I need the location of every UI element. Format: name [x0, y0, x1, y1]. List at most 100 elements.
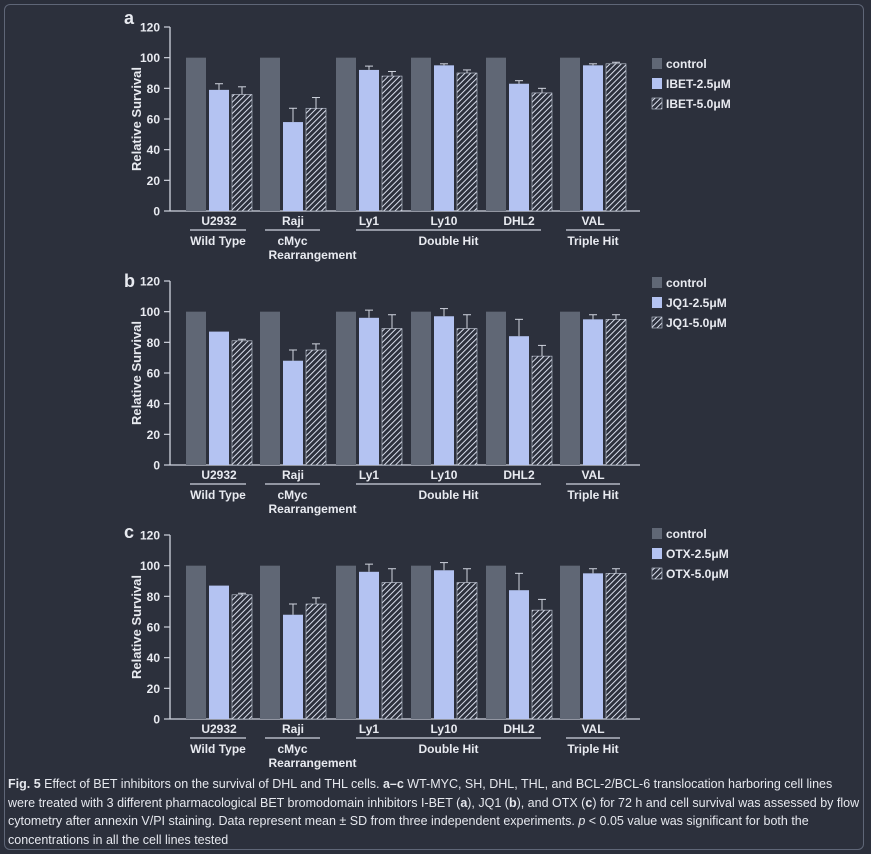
group-label: Rearrangement [268, 248, 356, 262]
y-tick-label: 0 [153, 459, 160, 473]
legend-label: IBET-5.0μM [666, 97, 731, 111]
figure-caption: Fig. 5 Effect of BET inhibitors on the s… [8, 775, 860, 849]
x-tick-label: Ly10 [431, 468, 458, 482]
y-tick-label: 60 [147, 367, 161, 381]
bar-control-DHL2 [486, 57, 506, 211]
bar-control-DHL2 [486, 311, 506, 465]
group-label: Triple Hit [567, 234, 618, 248]
bar-control-Ly10 [411, 57, 431, 211]
bar-OTX-2.5μM-Ly1 [359, 571, 379, 719]
bar-control-U2932 [186, 565, 206, 719]
y-tick-label: 100 [140, 51, 160, 65]
y-tick-label: 40 [147, 651, 161, 665]
y-tick-label: 120 [140, 275, 160, 289]
bar-JQ1-5.0μM-DHL2 [531, 355, 553, 466]
x-tick-label: U2932 [201, 722, 237, 736]
caption-text-2: WT-MYC, SH, DHL, THL, and BCL-2/BCL-6 tr… [8, 777, 833, 810]
group-label: Rearrangement [268, 756, 356, 770]
bar-OTX-2.5μM-Raji [283, 614, 303, 719]
bar-control-Ly1 [336, 311, 356, 465]
y-tick-label: 60 [147, 113, 161, 127]
x-tick-label: Ly1 [359, 722, 380, 736]
bar-JQ1-2.5μM-U2932 [209, 331, 229, 465]
x-tick-label: Ly10 [431, 722, 458, 736]
x-tick-label: DHL2 [503, 214, 535, 228]
bar-IBET-2.5μM-U2932 [209, 89, 229, 211]
group-label: Triple Hit [567, 742, 618, 756]
bar-control-Ly1 [336, 57, 356, 211]
bar-OTX-2.5μM-U2932 [209, 585, 229, 719]
y-axis-label: Relative Survival [129, 67, 144, 171]
x-tick-label: Raji [282, 722, 304, 736]
y-tick-label: 20 [147, 174, 161, 188]
legend-label: IBET-2.5μM [666, 77, 731, 91]
bar-control-VAL [560, 57, 580, 211]
y-tick-label: 120 [140, 21, 160, 35]
bar-JQ1-2.5μM-DHL2 [509, 336, 529, 465]
figure-charts: a 0 20 40 60 80 100 120 Relative Survival U2932 Ra… [124, 8, 731, 770]
y-tick-label: 0 [153, 713, 160, 727]
bar-IBET-5.0μM-Ly10 [456, 72, 478, 212]
y-tick-label: 0 [153, 205, 160, 219]
chart-panel-c: c 0 20 40 60 80 100 120 Relative Survival U2932 Ra… [124, 522, 729, 770]
x-tick-label: U2932 [201, 214, 237, 228]
bar-control-DHL2 [486, 565, 506, 719]
bar-JQ1-2.5μM-Ly1 [359, 317, 379, 465]
group-label: Double Hit [419, 234, 479, 248]
bar-control-VAL [560, 311, 580, 465]
group-label: Wild Type [190, 488, 246, 502]
caption-text-4: ), and OTX ( [516, 795, 586, 810]
legend-swatch [652, 297, 662, 308]
y-tick-label: 80 [147, 336, 161, 350]
group-label: Triple Hit [567, 488, 618, 502]
x-tick-label: Ly1 [359, 468, 380, 482]
group-label: Double Hit [419, 742, 479, 756]
y-tick-label: 20 [147, 682, 161, 696]
bar-JQ1-5.0μM-VAL [605, 319, 627, 466]
bar-OTX-2.5μM-DHL2 [509, 590, 529, 719]
bar-control-VAL [560, 565, 580, 719]
x-tick-label: Ly10 [431, 214, 458, 228]
y-axis-label: Relative Survival [129, 575, 144, 679]
bar-IBET-2.5μM-Ly1 [359, 69, 379, 211]
x-tick-label: Raji [282, 214, 304, 228]
legend-label: control [666, 57, 707, 71]
caption-panels: a–c [382, 777, 404, 791]
group-label: cMyc [277, 488, 307, 502]
y-tick-label: 100 [140, 305, 160, 319]
bar-IBET-2.5μM-Ly10 [434, 65, 454, 211]
bar-OTX-5.0μM-U2932 [231, 594, 253, 720]
chart-panel-b: b 0 20 40 60 80 100 120 Relative Survival U2932 Ra… [124, 271, 727, 516]
group-label: Rearrangement [268, 502, 356, 516]
legend-swatch [652, 528, 662, 539]
bar-IBET-2.5μM-VAL [583, 65, 603, 211]
group-label: cMyc [277, 234, 307, 248]
legend-label: JQ1-2.5μM [666, 296, 727, 310]
x-tick-label: Ly1 [359, 214, 380, 228]
y-tick-label: 40 [147, 397, 161, 411]
bar-control-Ly10 [411, 565, 431, 719]
bar-JQ1-5.0μM-U2932 [231, 340, 253, 466]
bar-control-U2932 [186, 57, 206, 211]
bar-IBET-5.0μM-Raji [305, 107, 327, 212]
legend-swatch [652, 58, 662, 69]
caption-fig-label: Fig. 5 [8, 777, 41, 791]
legend-swatch [652, 548, 662, 559]
bar-OTX-2.5μM-VAL [583, 573, 603, 719]
bar-IBET-5.0μM-VAL [605, 63, 627, 212]
bar-IBET-5.0μM-Ly1 [381, 75, 403, 212]
y-tick-label: 80 [147, 82, 161, 96]
legend-label: JQ1-5.0μM [666, 316, 727, 330]
bar-OTX-5.0μM-Ly1 [381, 582, 403, 720]
group-label: Double Hit [419, 488, 479, 502]
bar-JQ1-5.0μM-Ly1 [381, 328, 403, 466]
y-tick-label: 100 [140, 559, 160, 573]
bar-control-Raji [260, 311, 280, 465]
group-label: Wild Type [190, 234, 246, 248]
legend-swatch [651, 97, 663, 110]
caption-text-6: < 0.05 value was significant for both th… [8, 814, 809, 847]
y-tick-label: 120 [140, 529, 160, 543]
bar-JQ1-2.5μM-Ly10 [434, 316, 454, 465]
y-axis-label: Relative Survival [129, 321, 144, 425]
group-label: Wild Type [190, 742, 246, 756]
